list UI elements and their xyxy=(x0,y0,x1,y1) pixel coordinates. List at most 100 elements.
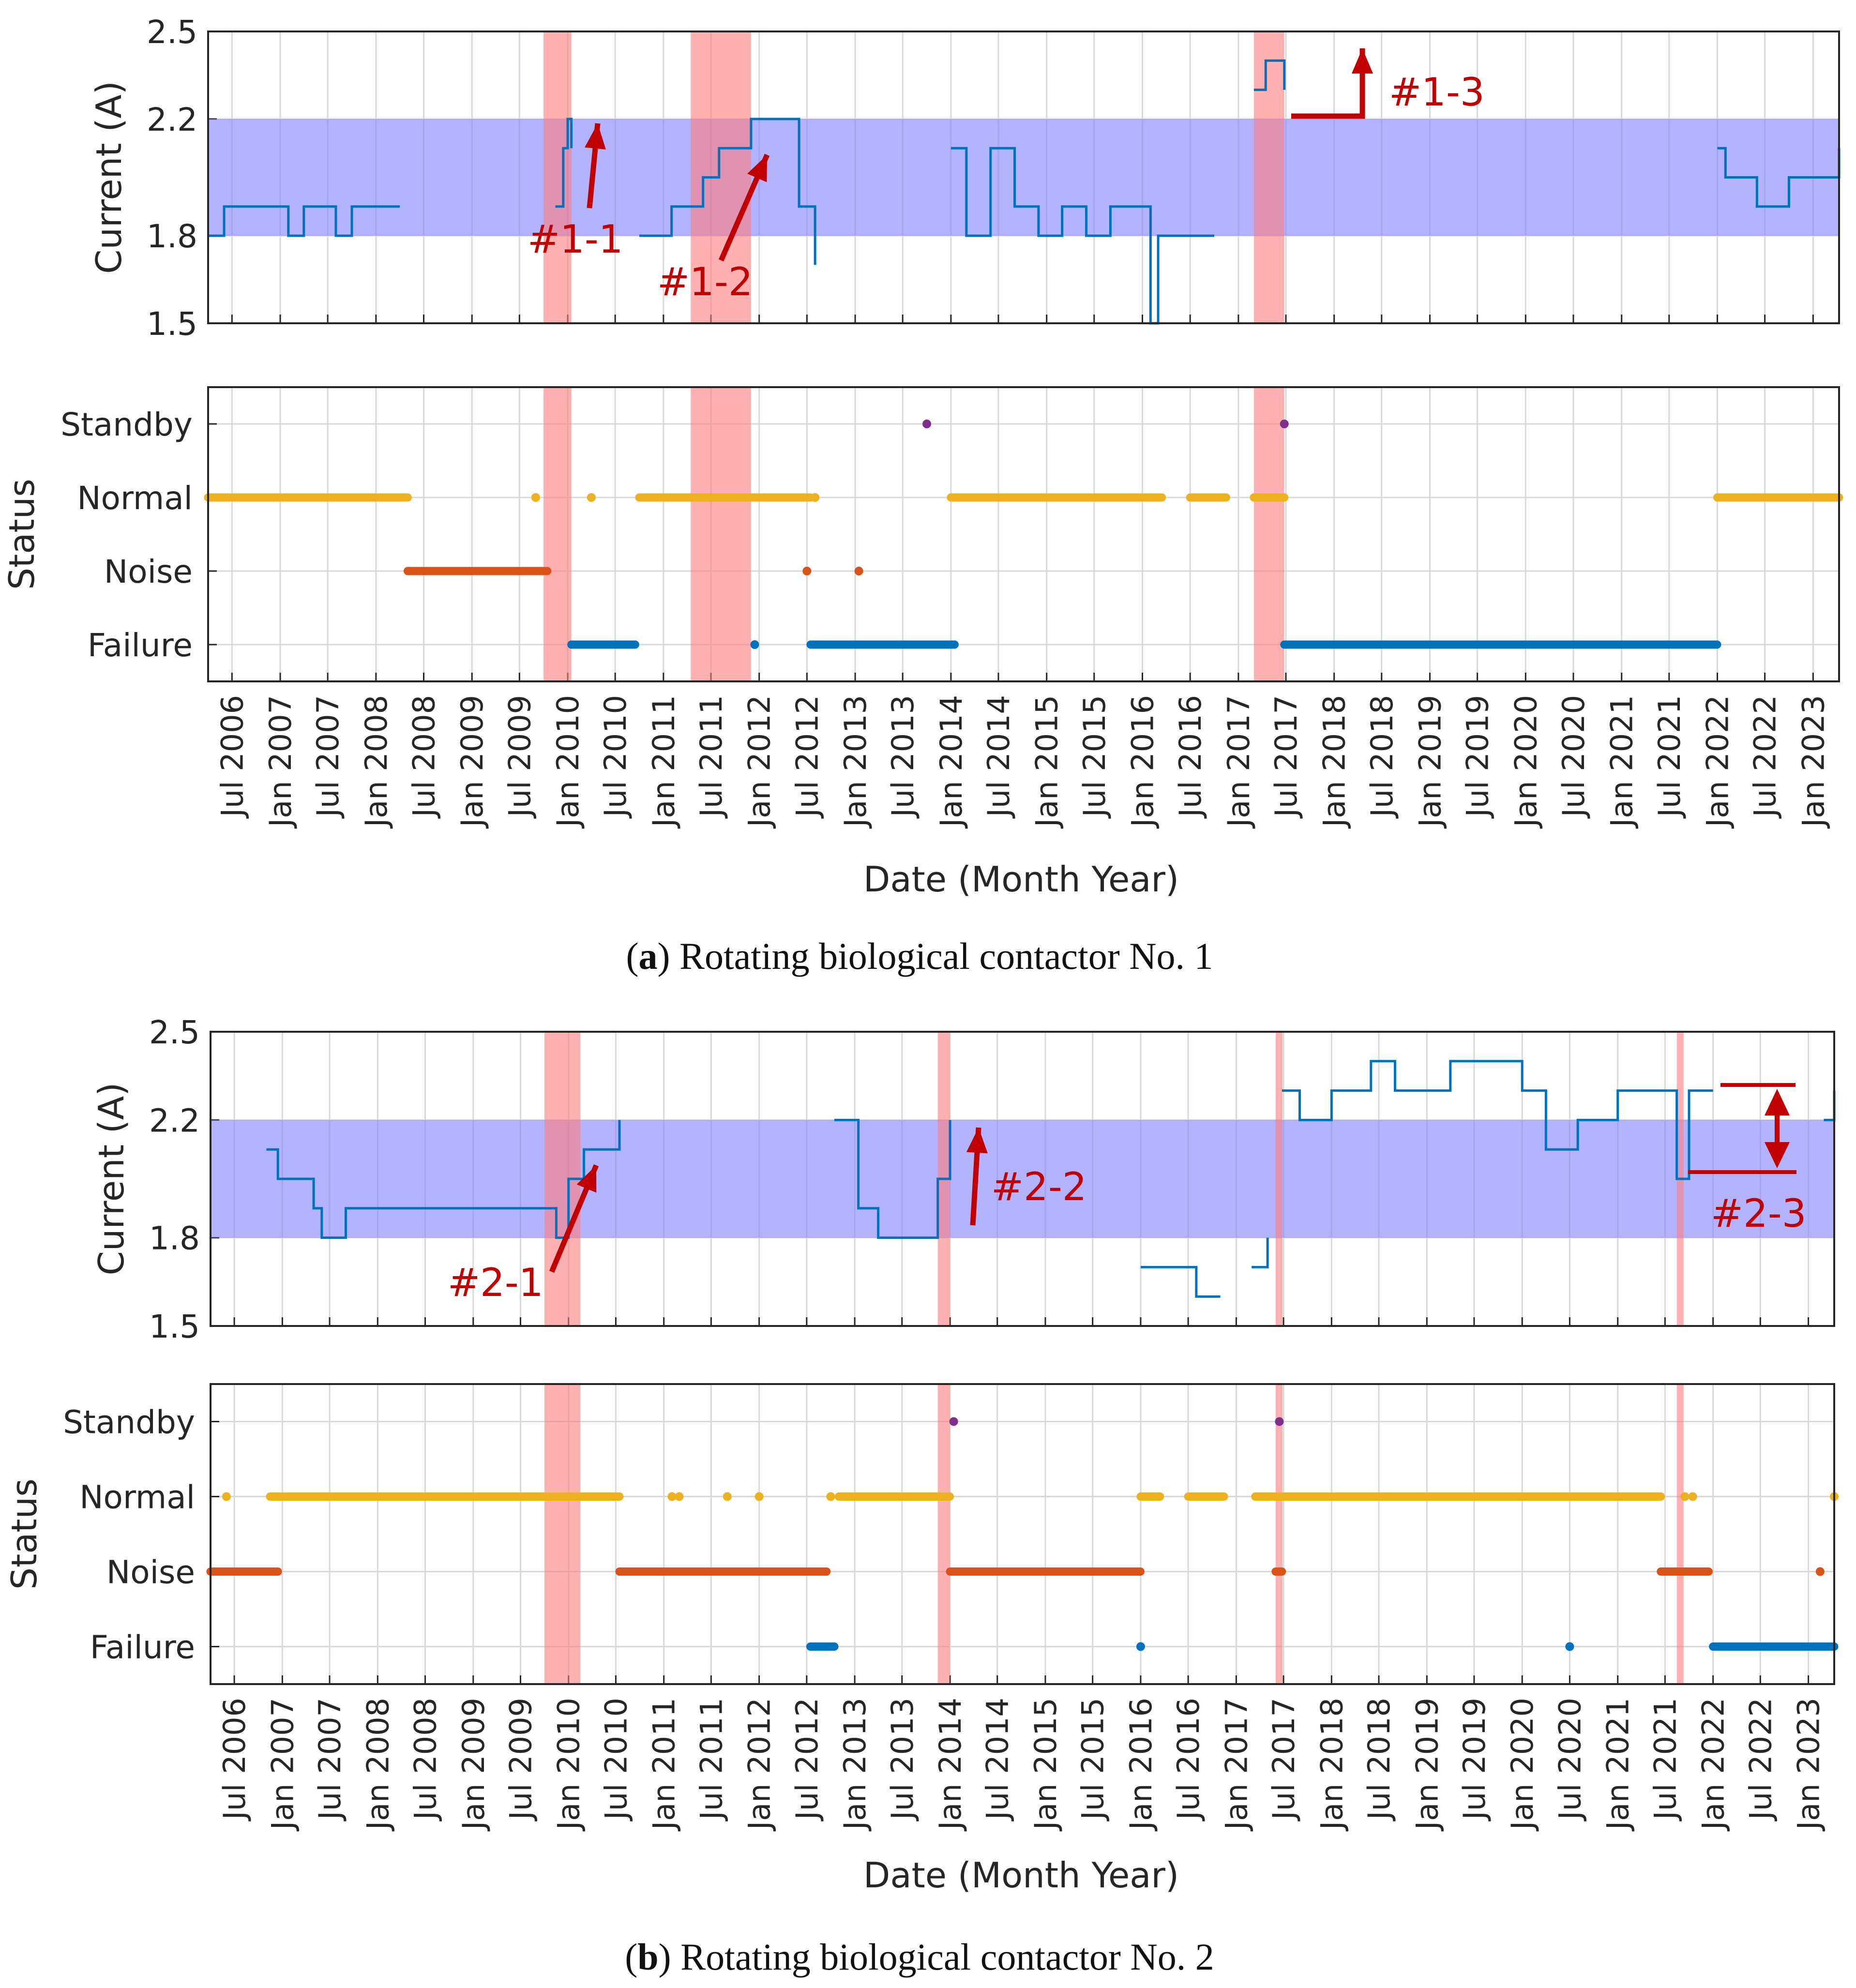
b-status-x-tick-label: Jan 2008 xyxy=(360,1698,395,1832)
a-status-x-tick-label: Jan 2014 xyxy=(934,695,969,829)
a-status-x-tick-label: Jul 2007 xyxy=(310,695,346,819)
a-status-x-tick-label: Jul 2018 xyxy=(1364,695,1400,819)
b-current-highlight-period xyxy=(1275,1032,1283,1326)
a-status-x-tick-label: Jul 2012 xyxy=(789,695,825,819)
b-current-current-series-line xyxy=(1282,1060,1713,1180)
a-current-highlight-period xyxy=(691,31,751,323)
a-current-y-tick-label: 1.8 xyxy=(147,218,197,255)
a-status-y-tick-label: Noise xyxy=(104,553,193,590)
a-status-x-tick-label: Jan 2020 xyxy=(1508,695,1543,829)
a-current-normal-band xyxy=(208,119,1839,236)
b-status-status-point-failure xyxy=(1565,1642,1574,1651)
b-status-x-tick-label: Jul 2007 xyxy=(312,1698,347,1822)
b-status-y-axis-label: Status xyxy=(4,1478,45,1589)
annotation-1-3-arrow-head xyxy=(1352,48,1373,74)
b-status-x-tick-label: Jan 2023 xyxy=(1791,1698,1826,1832)
annotation-2-3-label: #2-3 xyxy=(1711,1191,1807,1236)
a-status-x-tick-label: Jan 2011 xyxy=(646,695,681,829)
b-current-y-tick-label: 2.5 xyxy=(149,1014,200,1051)
annotation-2-3-head-down xyxy=(1765,1142,1790,1168)
a-current-y-axis-label: Current (A) xyxy=(89,81,129,274)
annotation-1-2-label: #1-2 xyxy=(657,259,753,304)
a-status-x-tick-label: Jul 2017 xyxy=(1268,695,1304,819)
b-status-x-tick-label: Jan 2016 xyxy=(1123,1698,1159,1832)
b-status-x-tick-label: Jul 2006 xyxy=(217,1698,252,1822)
a-status-x-tick-label: Jul 2014 xyxy=(981,695,1016,819)
panel-b-current-chart: 1.5 1.8 2.2 2.5 Current (A) #2-1 #2-2 #2-3 xyxy=(91,1014,1836,1345)
b-current-y-tick-label: 1.8 xyxy=(149,1220,200,1257)
b-status-status-point-normal xyxy=(222,1492,231,1501)
b-status-status-point-normal xyxy=(754,1492,764,1501)
a-status-x-tick-label: Jan 2019 xyxy=(1413,695,1448,829)
b-current-current-series-line xyxy=(834,1118,951,1239)
b-status-status-point-failure xyxy=(1136,1642,1145,1651)
b-status-x-tick-label: Jul 2013 xyxy=(885,1698,920,1822)
a-status-x-tick-label: Jul 2006 xyxy=(214,695,250,819)
caption-a-text: Rotating biological contactor No. 1 xyxy=(670,935,1213,977)
a-status-x-tick-label: Jan 2022 xyxy=(1700,695,1735,829)
b-status-x-tick-label: Jan 2022 xyxy=(1696,1698,1731,1832)
a-status-x-tick-label: Jan 2016 xyxy=(1125,695,1161,829)
b-status-highlight-period xyxy=(1275,1384,1283,1684)
a-current-current-series-line xyxy=(1717,147,1841,208)
b-current-current-series-line xyxy=(1824,1090,1836,1121)
b-status-x-tick-label: Jan 2007 xyxy=(265,1698,300,1832)
a-current-current-series-line xyxy=(639,118,816,265)
b-status-x-tick-label: Jul 2021 xyxy=(1647,1698,1683,1822)
a-status-status-point-standby xyxy=(1280,420,1289,428)
a-status-highlight-period xyxy=(691,387,751,681)
b-status-status-point-standby xyxy=(949,1417,958,1426)
b-status-x-tick-label: Jan 2021 xyxy=(1600,1698,1636,1832)
panel-b-x-axis-label: Date (Month Year) xyxy=(863,1855,1179,1896)
panel-a-x-axis-label: Date (Month Year) xyxy=(863,859,1179,900)
b-status-status-point-normal xyxy=(723,1492,732,1501)
b-status-highlight-period xyxy=(1676,1384,1684,1684)
b-status-x-tick-label: Jan 2009 xyxy=(456,1698,491,1832)
a-status-y-axis-label: Status xyxy=(1,479,42,589)
caption-b-letter: b xyxy=(637,1936,658,1978)
b-status-x-tick-label: Jul 2009 xyxy=(503,1698,538,1822)
b-current-y-axis-label: Current (A) xyxy=(91,1083,132,1276)
b-status-highlight-period xyxy=(544,1384,581,1684)
b-status-x-tick-label: Jan 2011 xyxy=(647,1698,682,1832)
a-status-x-tick-label: Jul 2011 xyxy=(694,695,729,819)
b-status-x-tick-label: Jan 2019 xyxy=(1409,1698,1445,1832)
a-status-x-tick-label: Jan 2013 xyxy=(838,695,873,829)
a-current-current-series-line xyxy=(555,118,573,208)
b-status-status-point-normal xyxy=(1688,1492,1697,1501)
a-status-status-point-normal xyxy=(811,493,820,502)
b-status-y-tick-label: Standby xyxy=(63,1404,195,1441)
a-current-y-tick-label: 2.2 xyxy=(147,101,197,138)
a-status-x-tick-label: Jul 2019 xyxy=(1460,695,1495,819)
b-status-status-point-normal xyxy=(667,1492,677,1501)
b-status-x-tick-label: Jul 2015 xyxy=(1075,1698,1111,1822)
a-current-highlight-period xyxy=(1253,31,1284,323)
b-status-x-tick-label: Jan 2018 xyxy=(1314,1698,1349,1832)
b-status-status-point-normal xyxy=(675,1492,684,1501)
annotation-2-3-head-up xyxy=(1765,1089,1790,1115)
a-current-axes-frame xyxy=(207,30,1840,324)
a-status-x-tick-label: Jul 2010 xyxy=(598,695,633,819)
panel-a-x-axis: Jul 2006 Jan 2007 Jul 2007 Jan 2008 Jul 2008… xyxy=(214,695,1831,829)
a-status-x-tick-label: Jul 2020 xyxy=(1556,695,1591,819)
a-status-status-point-noise xyxy=(854,567,863,575)
a-status-highlight-period xyxy=(543,387,572,681)
b-status-highlight-period xyxy=(937,1384,950,1684)
caption-a-letter: a xyxy=(638,935,657,977)
b-status-x-tick-label: Jul 2014 xyxy=(980,1698,1015,1822)
a-status-x-tick-label: Jul 2022 xyxy=(1748,695,1783,819)
b-status-x-tick-label: Jul 2019 xyxy=(1457,1698,1492,1822)
a-status-x-tick-label: Jul 2013 xyxy=(885,695,920,819)
b-status-status-point-standby xyxy=(1275,1417,1284,1426)
a-status-x-tick-label: Jul 2021 xyxy=(1652,695,1687,819)
a-status-x-tick-label: Jul 2009 xyxy=(502,695,537,819)
a-status-y-tick-label: Standby xyxy=(60,406,193,443)
a-status-status-point-normal xyxy=(531,493,540,502)
a-status-status-point-standby xyxy=(922,420,932,428)
a-current-y-tick-label: 1.5 xyxy=(147,305,197,343)
a-status-x-tick-label: Jul 2016 xyxy=(1173,695,1208,819)
b-status-x-tick-label: Jul 2020 xyxy=(1552,1698,1587,1822)
panel-a-status-chart: Failure Noise Normal Standby Status xyxy=(1,386,1843,682)
a-status-status-point-normal xyxy=(587,493,596,502)
a-current-highlight-period xyxy=(543,31,572,323)
